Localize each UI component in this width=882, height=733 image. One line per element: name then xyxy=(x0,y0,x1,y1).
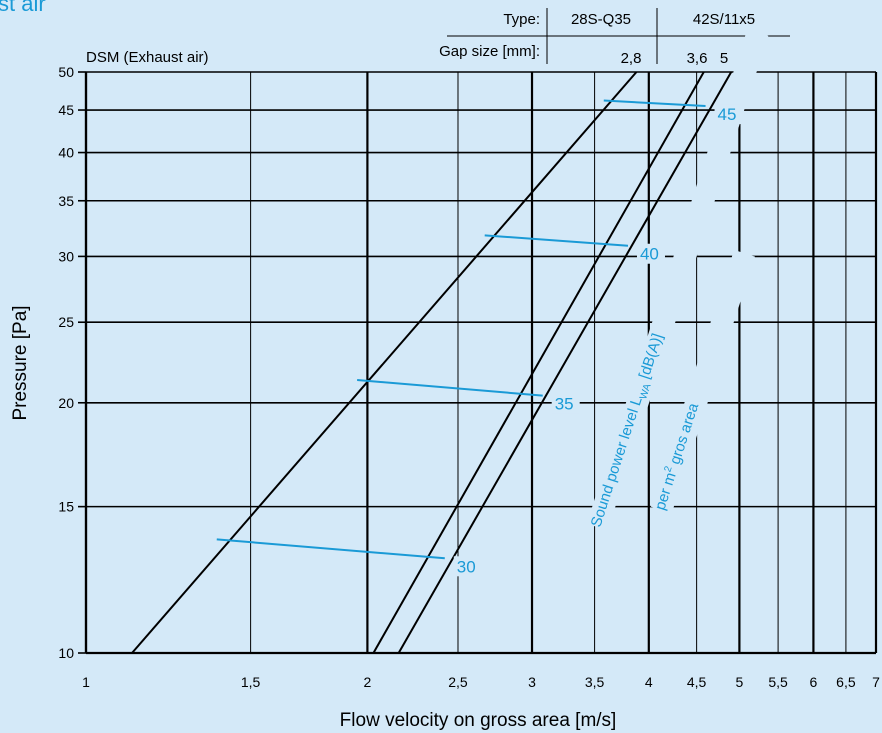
x-tick-label: 2,5 xyxy=(448,674,468,690)
annotation-gap xyxy=(650,249,756,514)
sound-power-line xyxy=(484,234,629,247)
gap-value: 2,8 xyxy=(621,50,642,67)
type-value: 42S/11x5 xyxy=(693,11,755,28)
x-tick-label: 5,5 xyxy=(768,674,788,690)
x-tick-label: 4 xyxy=(645,674,653,690)
y-tick-label: 10 xyxy=(58,645,74,661)
sound-power-label-bg xyxy=(551,393,580,414)
sound-power-label: 40 xyxy=(640,245,659,264)
y-tick-label: 25 xyxy=(58,314,74,330)
y-tick-label: 45 xyxy=(58,102,74,118)
gap-value: 5 xyxy=(720,50,728,67)
tick-labels: 1 1,5 2 2,5 3 3,5 4 4,5 5 5,5 6 6,5 7 10 15 20 25 30 35 40 4… xyxy=(58,64,880,690)
x-tick-label: 1 xyxy=(82,674,90,690)
y-tick-label: 35 xyxy=(58,193,74,209)
sound-power-lines: 30 35 40 45 xyxy=(216,99,743,577)
y-tick-label: 30 xyxy=(58,248,74,264)
x-tick-label: 3,5 xyxy=(585,674,605,690)
page-title-fragment: st air xyxy=(0,0,46,16)
y-axis-label: Pressure [Pa] xyxy=(10,305,31,420)
x-tick-label: 6,5 xyxy=(836,674,856,690)
sound-power-line xyxy=(357,379,543,397)
x-tick-label: 5 xyxy=(736,674,744,690)
y-tick-label: 20 xyxy=(58,395,74,411)
sound-power-label-bg xyxy=(453,556,482,577)
annotation-gaps xyxy=(586,29,769,531)
sound-power-line xyxy=(216,538,445,560)
x-axis-label: Flow velocity on gross area [m/s] xyxy=(340,710,617,731)
sound-power-line xyxy=(603,99,706,108)
x-tick-label: 7 xyxy=(872,674,880,690)
sound-power-label-bg xyxy=(636,243,665,264)
gap-value: 3,6 xyxy=(687,50,708,67)
series-line xyxy=(131,71,638,654)
type-value: 28S-Q35 xyxy=(571,11,631,28)
sound-power-label-bg xyxy=(714,104,743,125)
annotation-gap xyxy=(586,29,769,531)
x-tick-label: 3 xyxy=(528,674,536,690)
sound-power-label: 30 xyxy=(457,557,476,576)
y-tick-label: 40 xyxy=(58,145,74,161)
x-tick-label: 2 xyxy=(364,674,372,690)
y-tick-label: 15 xyxy=(58,499,74,515)
sound-power-label: 45 xyxy=(718,105,737,124)
series-line xyxy=(397,71,733,654)
sound-power-label: 35 xyxy=(555,395,574,414)
x-tick-label: 6 xyxy=(810,674,818,690)
gap-size-label: Gap size [mm]: xyxy=(439,43,540,60)
type-header-table: Type: 28S-Q35 42S/11x5 Gap size [mm]: 2,… xyxy=(439,8,790,67)
type-label: Type: xyxy=(503,11,540,28)
y-tick-label: 50 xyxy=(58,64,74,80)
x-tick-label: 4,5 xyxy=(687,674,707,690)
chart-title: DSM (Exhaust air) xyxy=(86,49,209,66)
x-tick-label: 1,5 xyxy=(241,674,261,690)
